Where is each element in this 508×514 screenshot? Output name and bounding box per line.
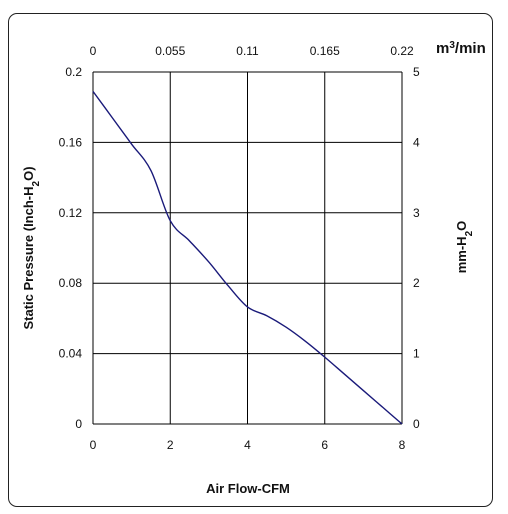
y-tick-label-left: 0 [75, 417, 82, 431]
x-top-tick-label: 0 [90, 44, 97, 58]
x-top-tick-label: 0.055 [155, 44, 185, 58]
top-axis-unit: m3/min [436, 40, 486, 58]
x-top-tick-label: 0.22 [390, 44, 414, 58]
y-tick-label-right: 1 [413, 347, 420, 361]
x-axis-title: Air Flow-CFM [206, 481, 290, 496]
chart-frame [8, 13, 493, 507]
y-tick-label-left: 0.04 [59, 347, 83, 361]
grid [92, 71, 403, 425]
x-tick-label: 6 [321, 438, 328, 452]
y-tick-label-right: 5 [413, 65, 420, 79]
y-axis-title-right: mm-H2O [454, 221, 475, 274]
y-tick-label-left: 0.08 [59, 276, 83, 290]
x-tick-label: 4 [244, 438, 251, 452]
y-tick-label-left: 0.12 [59, 206, 83, 220]
y-tick-label-right: 4 [413, 135, 420, 149]
x-tick-label: 8 [399, 438, 406, 452]
y-tick-label-left: 0.2 [65, 65, 82, 79]
x-tick-label: 0 [90, 438, 97, 452]
y-axis-title-left: Static Pressure (Inch-H2O) [21, 166, 42, 329]
pressure-curve [92, 90, 403, 425]
y-tick-label-right: 2 [413, 276, 420, 290]
y-tick-label-right: 0 [413, 417, 420, 431]
x-tick-label: 2 [167, 438, 174, 452]
x-top-tick-label: 0.165 [310, 44, 340, 58]
x-top-tick-label: 0.11 [236, 44, 259, 58]
y-tick-label-right: 3 [413, 206, 420, 220]
y-tick-label-left: 0.16 [59, 135, 83, 149]
